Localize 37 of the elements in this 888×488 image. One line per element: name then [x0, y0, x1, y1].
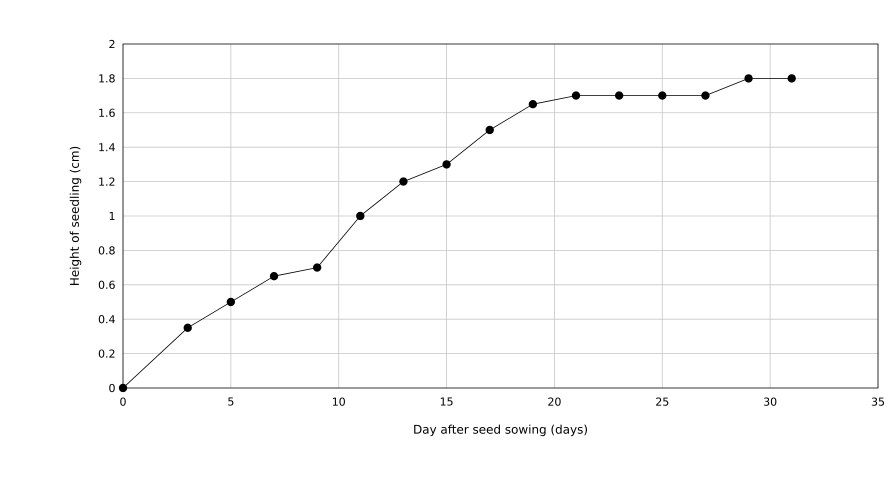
point	[701, 91, 710, 100]
y-tick-label: 0.2	[98, 349, 114, 358]
point	[658, 91, 666, 100]
point	[312, 263, 322, 272]
x-tick-label: 30	[764, 397, 776, 406]
y-tick-label: 0.6	[98, 280, 115, 289]
point	[226, 298, 236, 306]
y-tick-label: 0	[109, 384, 115, 392]
point	[528, 100, 538, 108]
point	[486, 126, 494, 134]
point	[572, 91, 580, 100]
x-tick-label: 5	[228, 397, 234, 406]
y-tick-label: 0.8	[98, 246, 115, 255]
x-tick-label: 15	[440, 397, 453, 406]
y-axis-title: Height of seedling (cm)	[70, 146, 82, 285]
point	[614, 91, 624, 100]
point	[399, 177, 408, 186]
y-tick-label: 0.4	[98, 315, 115, 324]
point	[788, 74, 796, 83]
point	[442, 160, 451, 169]
x-tick-label: 35	[872, 397, 884, 406]
y-tick-label: 1.2	[99, 178, 114, 186]
x-tick-label: 25	[656, 397, 668, 406]
point	[744, 74, 753, 83]
y-tick-label: 1.8	[99, 74, 115, 83]
point	[118, 384, 128, 392]
x-tick-label: 0	[120, 397, 126, 406]
point	[356, 212, 364, 220]
y-tick-label: 2	[109, 40, 114, 48]
x-tick-label: 20	[548, 397, 561, 406]
x-tick-label: 10	[332, 397, 345, 406]
y-tick-label: 1	[110, 212, 114, 220]
y-tick-label: 1.4	[99, 143, 115, 152]
point	[184, 324, 192, 332]
y-tick-label: 1.6	[99, 108, 115, 117]
point	[270, 272, 278, 280]
x-axis-title: Day after seed sowing (days)	[414, 424, 587, 436]
